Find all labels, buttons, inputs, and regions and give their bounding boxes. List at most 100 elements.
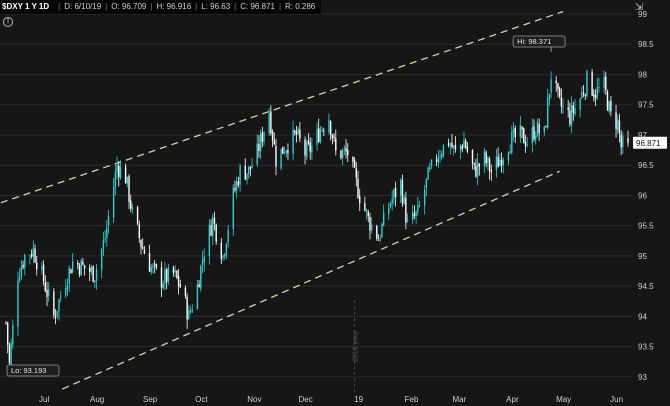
candle-body [608,101,610,112]
y-tick-label: 97 [638,131,647,140]
candle-body [271,131,274,141]
candle-body [48,289,50,296]
candle-body [12,324,14,345]
candle-body [427,167,429,180]
candle-body [283,152,286,154]
candle-body [32,247,35,257]
x-tick-label: Feb [405,395,419,404]
open-field: O: 96.709 [111,2,147,11]
candle-body [90,267,93,272]
candle-body [449,144,451,146]
candle-body [379,238,381,240]
candle-body [208,224,211,256]
candle-body [235,180,238,191]
candle-body [550,79,552,93]
candle-body [441,154,443,158]
candle-body [8,345,11,363]
x-tick-label: Jul [39,395,49,404]
x-tick-label: Jun [610,395,623,404]
candle-body [545,126,547,128]
candle-body [164,269,166,284]
last-price-tag [633,136,667,149]
candle-body [34,248,36,263]
candle-body [435,159,438,162]
low-field: L: 96.63 [201,2,231,11]
candle-body [24,254,26,268]
candle-body [615,112,617,129]
pin-icon[interactable]: ⇲ [634,2,644,13]
candle-body [473,162,475,165]
year-marker-label: 2019 year [353,330,360,362]
candle-body [227,229,229,243]
candle-body [572,105,575,113]
y-tick-label: 94.5 [638,282,654,291]
candle-body [490,170,492,172]
candle-body [376,225,378,240]
candle-body [333,136,335,138]
candle-body [292,129,294,154]
candle-body [603,77,605,88]
candle-body [536,122,539,137]
candle-body [487,157,489,163]
candle-body [131,206,134,210]
candle-body [247,166,250,175]
candle-body [118,165,120,177]
x-tick-label: May [556,395,571,404]
candle-body [140,239,142,248]
candle-body [294,130,296,133]
candle-body [261,132,264,142]
candle-body [251,165,253,169]
candle-body [316,129,318,145]
candle-body [95,269,98,281]
candle-body [160,267,163,288]
candle-body [100,249,103,270]
candle-body [370,224,373,231]
x-tick-label: 19 [354,395,363,404]
annotation-box [6,364,60,377]
candle-body [249,166,252,169]
candle-body [224,254,226,257]
candle-body [524,142,527,147]
candle-body [56,310,58,316]
candle-body [53,291,55,316]
candle-body [36,262,38,270]
candle-body [394,187,397,198]
candle-body [569,110,571,125]
candle-body [71,261,74,273]
candle-body [270,111,272,134]
candle-body [442,144,445,156]
candle-body [548,93,551,100]
candle-body [478,163,481,167]
y-tick-label: 93.5 [638,343,654,352]
x-tick-label: Aug [90,395,104,404]
candle-body [116,165,118,173]
candle-body [280,148,282,169]
info-icon[interactable]: ! [3,17,13,27]
candle-body [285,150,287,153]
candle-body [359,196,361,204]
candle-body [210,225,212,236]
x-tick-label: Apr [506,395,519,404]
candle-body [201,260,204,265]
candle-body [329,121,332,135]
candle-body [18,277,21,281]
candle-body [22,264,24,268]
candle-body [263,132,265,142]
candle-body [148,253,151,272]
candle-body [184,287,187,297]
candle-body [364,203,366,211]
candle-body [256,143,258,165]
candle-body [606,91,609,111]
y-tick-label: 98.5 [638,40,654,49]
candle-body [620,134,622,148]
candle-body [413,213,416,217]
candle-body [627,138,629,143]
candle-body [355,168,358,178]
candle-body [335,138,337,151]
candle-body [574,107,576,115]
candle-body [186,296,188,320]
candle-body [239,165,241,185]
candle-body [106,227,108,238]
date-field: D: 6/10/19 [64,2,102,11]
